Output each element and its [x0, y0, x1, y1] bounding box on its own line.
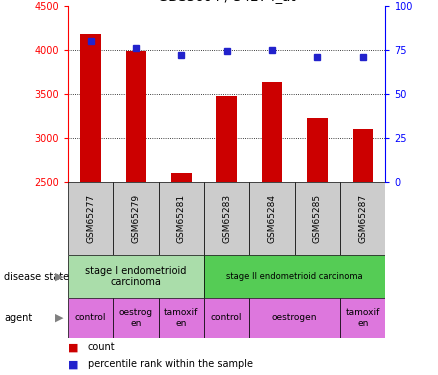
- Bar: [171, 173, 191, 182]
- FancyBboxPatch shape: [68, 182, 113, 255]
- Text: GSM65279: GSM65279: [131, 194, 141, 243]
- FancyBboxPatch shape: [249, 182, 295, 255]
- Bar: [216, 96, 237, 182]
- Text: stage I endometrioid
carcinoma: stage I endometrioid carcinoma: [85, 266, 187, 287]
- Text: ■: ■: [68, 342, 78, 352]
- FancyBboxPatch shape: [159, 298, 204, 338]
- FancyBboxPatch shape: [340, 298, 385, 338]
- Bar: [307, 118, 328, 182]
- Text: GSM65283: GSM65283: [222, 194, 231, 243]
- FancyBboxPatch shape: [113, 182, 159, 255]
- Text: GSM65287: GSM65287: [358, 194, 367, 243]
- Bar: [262, 82, 282, 182]
- Text: ■: ■: [68, 359, 78, 369]
- Text: tamoxif
en: tamoxif en: [164, 308, 198, 327]
- Bar: [353, 129, 373, 182]
- FancyBboxPatch shape: [340, 182, 385, 255]
- Bar: [126, 51, 146, 182]
- Text: ▶: ▶: [55, 272, 64, 282]
- Text: count: count: [88, 342, 115, 352]
- Text: ▶: ▶: [55, 313, 64, 323]
- FancyBboxPatch shape: [159, 182, 204, 255]
- Text: control: control: [211, 314, 242, 322]
- Text: control: control: [75, 314, 106, 322]
- Text: tamoxif
en: tamoxif en: [346, 308, 380, 327]
- Text: GSM65285: GSM65285: [313, 194, 322, 243]
- FancyBboxPatch shape: [295, 182, 340, 255]
- FancyBboxPatch shape: [68, 298, 113, 338]
- FancyBboxPatch shape: [249, 298, 340, 338]
- Text: oestrogen: oestrogen: [272, 314, 318, 322]
- Text: GSM65277: GSM65277: [86, 194, 95, 243]
- Text: oestrog
en: oestrog en: [119, 308, 153, 327]
- Title: GDS3604 / 34274_at: GDS3604 / 34274_at: [158, 0, 296, 3]
- FancyBboxPatch shape: [204, 182, 249, 255]
- FancyBboxPatch shape: [204, 255, 385, 298]
- FancyBboxPatch shape: [113, 298, 159, 338]
- Text: agent: agent: [4, 313, 32, 323]
- Text: GSM65284: GSM65284: [268, 194, 276, 243]
- Text: stage II endometrioid carcinoma: stage II endometrioid carcinoma: [226, 272, 363, 281]
- Text: disease state: disease state: [4, 272, 70, 282]
- Text: GSM65281: GSM65281: [177, 194, 186, 243]
- FancyBboxPatch shape: [204, 298, 249, 338]
- Text: percentile rank within the sample: percentile rank within the sample: [88, 359, 253, 369]
- Bar: [80, 34, 101, 182]
- FancyBboxPatch shape: [68, 255, 204, 298]
